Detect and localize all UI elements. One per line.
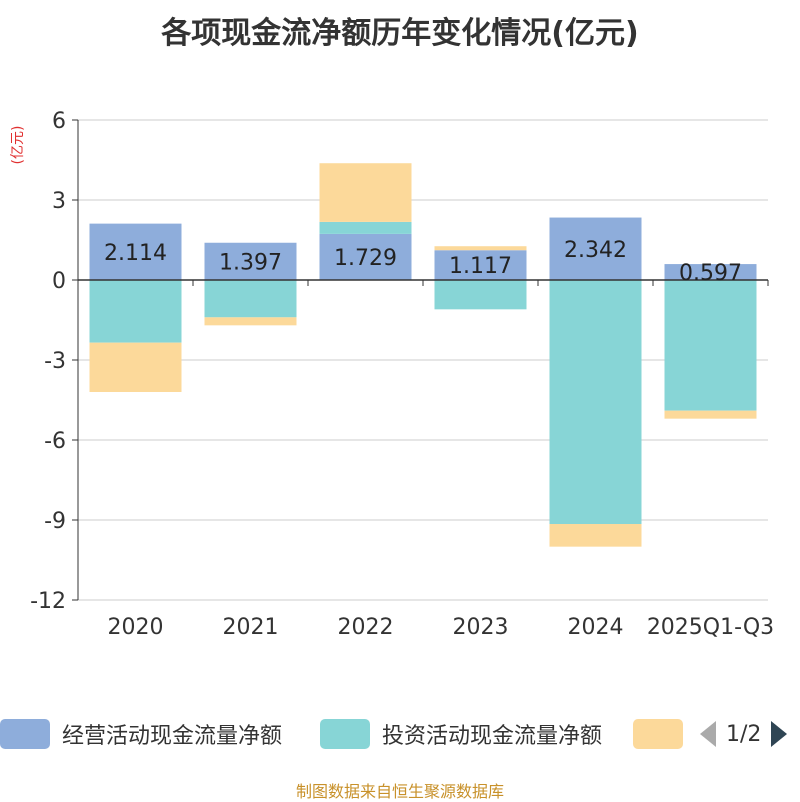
- bar-value-label: 1.397: [219, 250, 282, 275]
- bar-segment: [549, 280, 642, 524]
- legend-label: 投资活动现金流量净额: [382, 724, 603, 749]
- bar-value-label: 2.342: [564, 238, 627, 263]
- x-tick-label: 2023: [453, 615, 509, 640]
- bar-segment: [89, 223, 182, 280]
- data-labels: 2.114 1.397 1.729 1.117 2.342 0.597: [104, 238, 742, 286]
- bar-segment: [319, 221, 412, 234]
- y-tick-label: 6: [52, 109, 66, 134]
- bar-segment: [664, 264, 757, 280]
- bar-segment: [549, 524, 642, 547]
- source-note: 制图数据来自恒生聚源数据库: [295, 782, 504, 801]
- bar-segment: [204, 242, 297, 280]
- legend-swatch: [320, 719, 370, 749]
- y-axis-unit-label: (亿元): [10, 126, 26, 165]
- legend-label: 经营活动现金流量净额: [62, 724, 283, 749]
- bar-segment: [204, 280, 297, 318]
- y-tick-label: 3: [52, 189, 66, 214]
- legend-item-investing[interactable]: 投资活动现金流量净额: [320, 716, 602, 752]
- bar-segment: [664, 280, 757, 411]
- legend-swatch: [0, 719, 50, 749]
- legend-next-page-icon[interactable]: [771, 721, 788, 747]
- bar-value-label: 1.729: [334, 246, 397, 271]
- y-tick-label: 0: [52, 269, 66, 294]
- x-tick-label: 2022: [338, 615, 394, 640]
- x-tick-label: 2020: [108, 615, 164, 640]
- legend-page-indicator: 1/2: [726, 721, 762, 747]
- bar-segment: [89, 280, 182, 343]
- x-tick-label: 2024: [568, 615, 624, 640]
- bar-segment: [319, 233, 412, 280]
- legend: 经营活动现金流量净额 投资活动现金流量净额: [0, 716, 800, 756]
- legend-swatch: [633, 719, 683, 749]
- bar-segment: [204, 317, 297, 326]
- bar-segment: [434, 246, 527, 251]
- y-tick-label: -3: [44, 349, 66, 374]
- y-tick-label: -12: [30, 589, 66, 614]
- bar-segment: [434, 250, 527, 280]
- bar-segment: [319, 163, 412, 222]
- bar-value-label: 1.117: [449, 254, 512, 279]
- y-tick-label: -9: [44, 509, 66, 534]
- bar-segment: [549, 217, 642, 280]
- legend-item-operating[interactable]: 经营活动现金流量净额: [0, 716, 282, 752]
- bar-segment: [664, 410, 757, 419]
- chart-title: 各项现金流净额历年变化情况(亿元): [161, 16, 639, 51]
- x-tick-label: 2025Q1-Q3: [647, 615, 774, 640]
- bars: [89, 163, 757, 547]
- bar-segment: [434, 280, 527, 310]
- legend-prev-page-icon[interactable]: [700, 721, 716, 747]
- bar-value-label: 0.597: [679, 261, 742, 286]
- legend-pager: 1/2: [700, 716, 788, 752]
- bar-segment: [89, 342, 182, 392]
- axes: 6 3 0 -3 -6 -9 -12 (亿元) 2020 2021 2022 2023 2024 2025…: [10, 109, 774, 640]
- y-tick-label: -6: [44, 429, 66, 454]
- legend-item-financing[interactable]: [633, 716, 695, 752]
- x-tick-label: 2021: [223, 615, 279, 640]
- bar-value-label: 2.114: [104, 241, 167, 266]
